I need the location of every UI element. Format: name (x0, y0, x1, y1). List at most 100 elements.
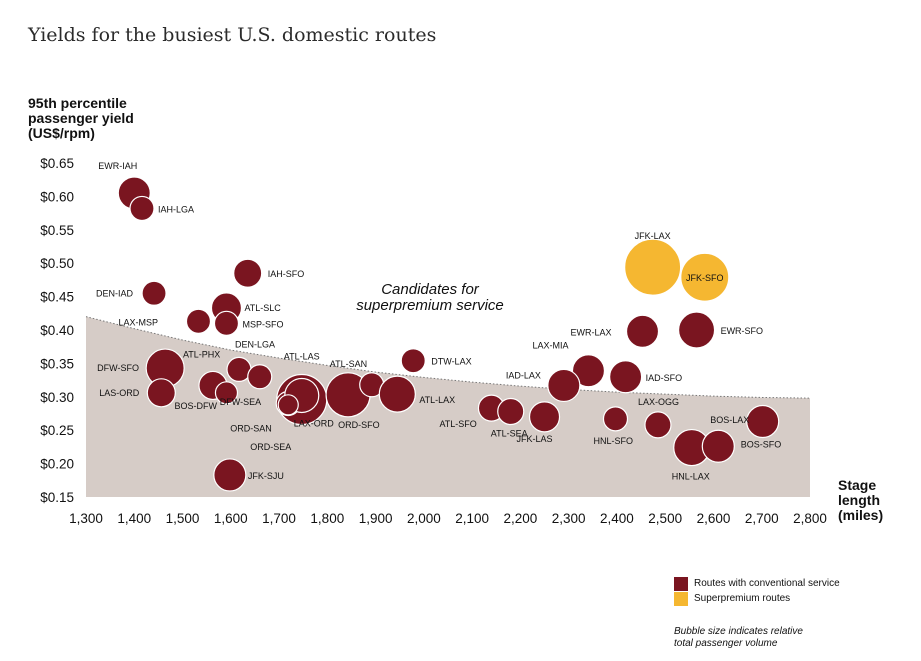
route-bubble (547, 368, 581, 403)
bubble-label: ATL-PHX (183, 349, 220, 359)
x-tick-label: 1,800 (310, 511, 344, 526)
superpremium-bubble (624, 238, 682, 296)
bubble-label: JFK-SFO (686, 273, 724, 283)
x-tick-label: 1,400 (117, 511, 151, 526)
y-tick-label: $0.45 (40, 290, 74, 305)
bubble-label: BOS-LAX (710, 415, 749, 425)
bubble-label: JFK-LAS (517, 434, 553, 444)
bubble-label: ATL-SAN (330, 359, 367, 369)
legend-swatch (674, 591, 688, 606)
bubble-label: LAX-OGG (638, 397, 679, 407)
route-bubble (609, 360, 643, 394)
bubble-label: JFK-SJU (248, 471, 284, 481)
route-bubble (378, 375, 416, 413)
y-tick-label: $0.30 (40, 390, 74, 405)
bubble-label: MSP-SFO (242, 319, 283, 329)
route-bubble (602, 406, 629, 432)
bubble-label: LAX-ORD (294, 418, 335, 428)
bubble-label: LAX-MSP (118, 317, 158, 327)
chart-title: Yields for the busiest U.S. domestic rou… (28, 24, 437, 46)
legend-note-line: Bubble size indicates relative (674, 626, 803, 637)
bubble-label: ORD-SEA (250, 442, 291, 452)
bubble-label: IAD-SFO (646, 373, 683, 383)
bubble-label: ATL-SFO (439, 419, 476, 429)
bubble-label: DEN-LGA (235, 339, 275, 349)
y-tick-label: $0.35 (40, 356, 74, 371)
y-tick-label: $0.25 (40, 423, 74, 438)
bubble-label: DFW-SFO (97, 363, 139, 373)
route-bubble (141, 280, 167, 306)
legend-swatch (674, 576, 688, 591)
y-axis-label: 95th percentile passenger yield (US$/rpm… (28, 96, 134, 141)
x-tick-label: 2,500 (648, 511, 682, 526)
bubble-label: DEN-IAD (96, 288, 134, 298)
y-tick-label: $0.40 (40, 323, 74, 338)
x-tick-label: 2,200 (504, 511, 538, 526)
legend: Routes with conventional service Superpr… (674, 576, 854, 650)
y-tick-label: $0.65 (40, 156, 74, 171)
y-tick-label: $0.55 (40, 223, 74, 238)
annotation-line: superpremium service (356, 297, 504, 314)
bubble-label: HNL-LAX (672, 472, 710, 482)
route-bubble (625, 314, 660, 348)
bubble-label: DTW-LAX (431, 357, 471, 367)
superpremium-bubble (680, 252, 730, 302)
bubble-label: IAD-LAX (506, 370, 541, 380)
route-bubble (644, 411, 672, 439)
x-tick-label: 1,700 (262, 511, 296, 526)
bubble-label: EWR-IAH (98, 161, 137, 171)
x-tick-label: 2,000 (407, 511, 441, 526)
legend-note-line: total passenger volume (674, 638, 778, 649)
x-tick-label: 1,300 (69, 511, 103, 526)
route-bubble (677, 311, 716, 349)
y-tick-label: $0.20 (40, 457, 74, 472)
route-bubble (129, 195, 155, 222)
bubble-label: BOS-SFO (741, 440, 782, 450)
x-tick-label: 2,800 (793, 511, 827, 526)
x-tick-label: 1,500 (166, 511, 200, 526)
route-bubble (746, 404, 780, 439)
bubble-label: JFK-LAX (635, 231, 671, 241)
route-bubble (214, 381, 239, 405)
route-bubble (146, 378, 176, 408)
route-bubble (400, 348, 426, 374)
x-tick-label: 2,600 (697, 511, 731, 526)
route-bubble (185, 308, 212, 334)
bubble-label: ORD-SFO (338, 420, 380, 430)
frontier-line (85, 316, 811, 399)
legend-label: Superpremium routes (694, 593, 791, 604)
x-tick-label: 2,300 (552, 511, 586, 526)
route-bubble (233, 258, 263, 288)
bubble-label: BOS-DFW (174, 401, 217, 411)
y-tick-label: $0.15 (40, 490, 74, 505)
frontier-area (86, 316, 810, 497)
x-tick-label: 1,900 (359, 511, 393, 526)
x-tick-label: 2,700 (745, 511, 779, 526)
x-tick-label: 1,600 (214, 511, 248, 526)
annotation-line: Candidates for (381, 281, 480, 298)
bubble-label: IAH-SFO (268, 269, 305, 279)
route-bubble (528, 401, 561, 433)
bubble-label: ATL-LAX (419, 395, 455, 405)
bubble-label: ORD-SAN (230, 423, 272, 433)
route-bubble (277, 394, 299, 416)
x-axis-label: Stage length (miles) (838, 478, 883, 523)
bubble-label: IAH-LGA (158, 204, 194, 214)
bubble-label: ATL-LAS (284, 351, 320, 361)
route-bubble (571, 354, 606, 388)
x-axis-label-line: (miles) (838, 507, 884, 523)
y-axis-label-line: (US$/rpm) (28, 125, 95, 141)
bubble-label: ATL-SEA (491, 428, 528, 438)
y-tick-label: $0.50 (40, 256, 74, 271)
legend-note: Bubble size indicates relative total pas… (674, 626, 854, 650)
route-bubble (213, 310, 240, 336)
bubble-label: LAS-ORD (99, 388, 140, 398)
bubble-label: LAX-MIA (532, 341, 568, 351)
bubble-label: ATL-SLC (244, 303, 281, 313)
route-bubble (213, 458, 247, 492)
y-tick-label: $0.60 (40, 189, 74, 204)
bubble-label: DFW-SEA (220, 397, 261, 407)
bubble-label: EWR-LAX (571, 327, 612, 337)
